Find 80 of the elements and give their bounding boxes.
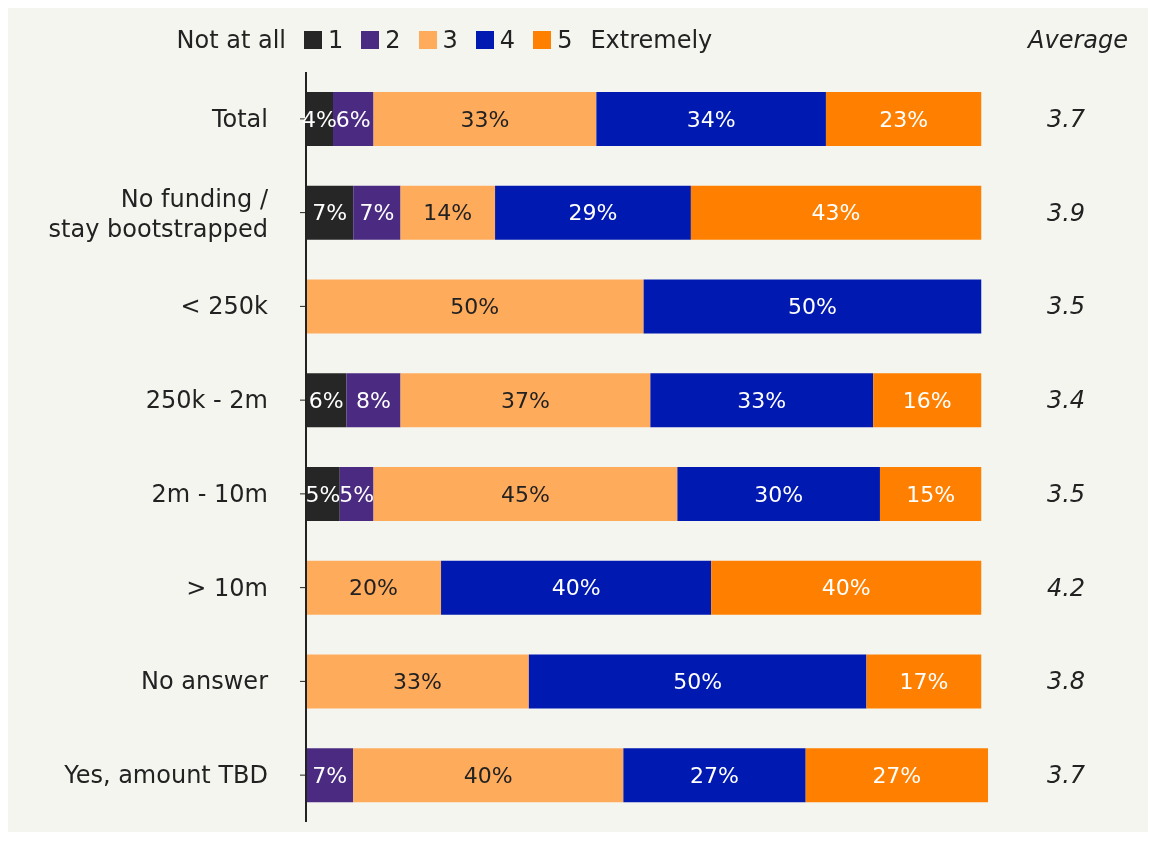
data-label: 23% <box>879 106 929 132</box>
bar <box>643 279 982 334</box>
data-label: 27% <box>690 762 739 788</box>
data-label: 14% <box>423 200 473 226</box>
legend-label: 3 <box>441 26 458 54</box>
bar <box>346 373 401 428</box>
text: 4.2 <box>1046 573 1086 602</box>
data-label: 40% <box>551 575 601 601</box>
text: Extremely <box>590 26 713 54</box>
data-label: 6% <box>308 387 344 413</box>
bar <box>441 560 712 615</box>
data-label: 7% <box>312 762 348 788</box>
text: 3.7 <box>1046 761 1086 790</box>
text: 3.5 <box>1046 292 1086 321</box>
bar <box>650 373 874 428</box>
data-label: 45% <box>501 481 550 507</box>
text: Average <box>1026 26 1129 54</box>
y-tick-label: 2m - 10m <box>151 479 268 508</box>
bar <box>306 654 529 709</box>
data-label: 6% <box>335 106 371 132</box>
legend-label: 4 <box>498 26 516 54</box>
data-label: 34% <box>686 106 736 132</box>
data-label: 17% <box>899 669 949 694</box>
data-label: 5% <box>305 481 341 507</box>
y-tick-label: > 10m <box>186 573 268 602</box>
text: 3.5 <box>1046 479 1086 508</box>
bar <box>873 373 982 428</box>
bar <box>306 560 442 615</box>
text: 3.9 <box>1046 198 1086 227</box>
data-label: 37% <box>501 387 550 413</box>
data-label: 7% <box>359 200 395 226</box>
data-label: 33% <box>460 106 510 132</box>
text: Not at all <box>175 26 286 54</box>
data-label: 50% <box>787 294 837 319</box>
bar <box>711 560 982 615</box>
y-tick-label: No answer <box>141 667 269 696</box>
data-label: 16% <box>902 387 952 413</box>
y-tick-label: Total <box>210 104 268 133</box>
bar <box>373 467 678 521</box>
data-label: 50% <box>673 669 723 694</box>
legend-label: 1 <box>327 26 344 54</box>
bar <box>596 92 826 146</box>
data-label: 20% <box>349 575 398 601</box>
bar <box>825 92 982 146</box>
y-tick-label: Yes, amount TBD <box>63 761 268 790</box>
data-label: 7% <box>312 200 348 226</box>
data-label: 33% <box>392 669 442 694</box>
bar <box>495 185 691 240</box>
y-tick-label: < 250k <box>180 292 269 321</box>
bar <box>805 748 988 803</box>
data-label: 40% <box>821 575 871 601</box>
legend-label: 5 <box>556 26 573 54</box>
bar <box>528 654 867 709</box>
text: 3.8 <box>1046 667 1086 696</box>
text: 3.7 <box>1046 104 1086 133</box>
data-label: 30% <box>754 481 804 507</box>
data-label: 5% <box>339 481 375 507</box>
data-label: 33% <box>737 387 787 413</box>
bar <box>306 279 644 334</box>
bar <box>677 467 880 521</box>
data-label: 15% <box>906 481 956 507</box>
bar <box>400 373 651 428</box>
data-label: 43% <box>811 200 861 226</box>
data-label: 40% <box>463 762 513 788</box>
y-tick-label: No funding / stay bootstrapped <box>48 184 269 243</box>
bar <box>879 467 982 521</box>
data-label: 8% <box>356 387 391 413</box>
bar <box>623 748 806 803</box>
bar <box>690 185 982 240</box>
data-label: 50% <box>450 294 500 319</box>
bar <box>353 748 624 803</box>
bar <box>353 185 401 240</box>
y-tick-label: 250k - 2m <box>145 386 268 415</box>
data-label: 29% <box>568 200 618 226</box>
data-label: 27% <box>872 762 922 788</box>
bar <box>866 654 982 709</box>
legend-label: 2 <box>384 26 401 54</box>
bar <box>373 92 597 146</box>
text: 3.4 <box>1046 386 1086 415</box>
bar <box>400 185 496 240</box>
